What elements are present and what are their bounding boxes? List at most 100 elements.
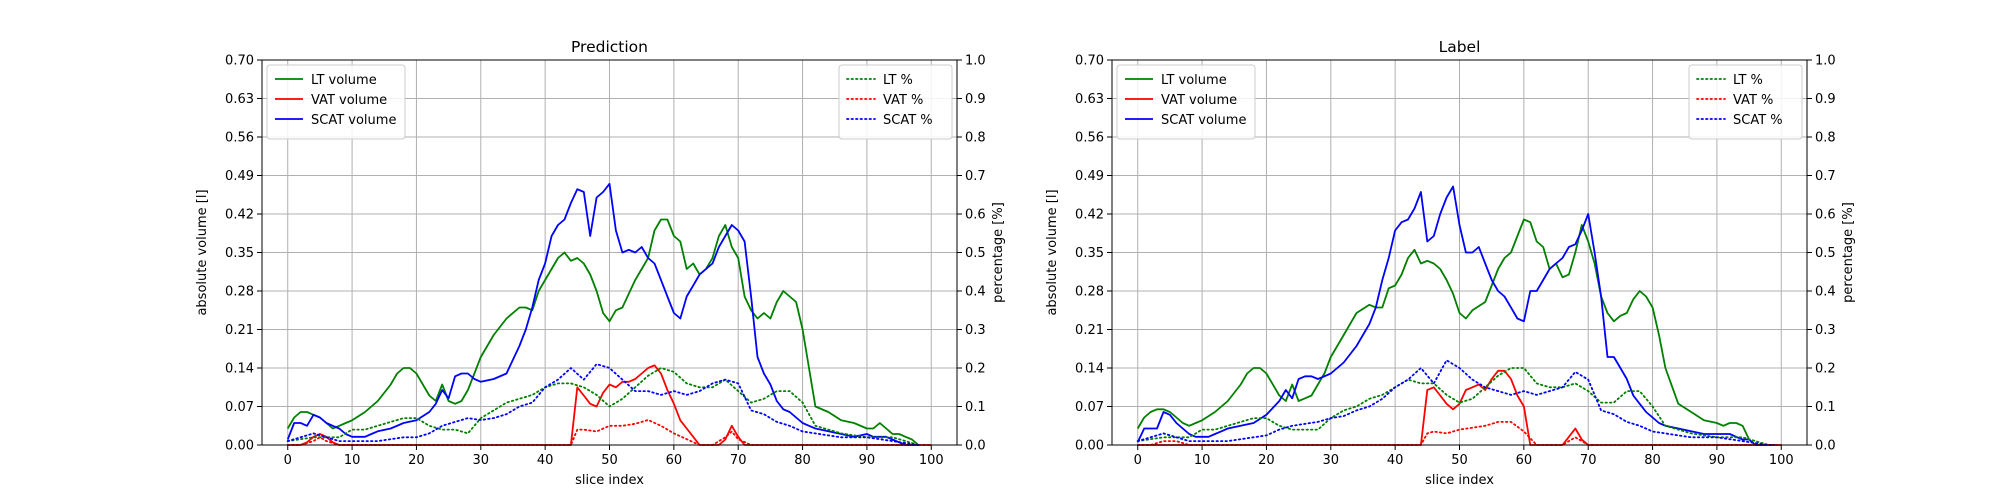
- x-tick-label: 70: [1580, 453, 1597, 468]
- series-line-lt-pct: [1136, 367, 1770, 446]
- y2-tick-label: 0.8: [1815, 131, 1836, 146]
- series-line-vat-pct: [1136, 420, 1783, 446]
- chart-title: Prediction: [571, 38, 648, 56]
- legend-volume: LT volume VAT volume SCAT volume: [266, 64, 406, 140]
- y2-tick-label: 0.0: [965, 439, 986, 454]
- legend-label: LT %: [1733, 73, 1763, 88]
- legend-label: LT %: [883, 73, 913, 88]
- legend-label: VAT %: [883, 93, 923, 108]
- legend-label: SCAT volume: [311, 113, 396, 128]
- y2-tick-label: 0.6: [1815, 208, 1836, 223]
- legend-label: VAT volume: [1161, 93, 1237, 108]
- legend-label: SCAT %: [1733, 113, 1783, 128]
- y2-tick-label: 0.1: [965, 400, 986, 415]
- y2-tick-label: 0.3: [1815, 323, 1836, 338]
- y-tick-label: 0.14: [1075, 362, 1104, 377]
- y-axis-label: absolute volume [l]: [195, 189, 210, 315]
- y-tick-label: 0.42: [1075, 208, 1104, 223]
- x-tick-label: 60: [1516, 453, 1533, 468]
- x-tick-label: 70: [730, 453, 747, 468]
- legend-percentage: LT % VAT % SCAT %: [1688, 64, 1803, 140]
- y-tick-label: 0.56: [225, 131, 254, 146]
- legend-label: LT volume: [311, 73, 377, 88]
- x-tick-label: 40: [537, 453, 554, 468]
- x-tick-label: 80: [1644, 453, 1661, 468]
- x-tick-label: 30: [1323, 453, 1340, 468]
- x-tick-label: 0: [1134, 453, 1142, 468]
- x-tick-label: 40: [1387, 453, 1404, 468]
- y-tick-label: 0.14: [225, 362, 254, 377]
- x-tick-label: 100: [1769, 453, 1794, 468]
- x-tick-label: 20: [1258, 453, 1275, 468]
- y-tick-label: 0.70: [225, 54, 254, 69]
- series-line-scat-pct: [1136, 359, 1770, 446]
- x-tick-label: 90: [859, 453, 876, 468]
- series-line-scat-volume: [286, 182, 919, 446]
- x-tick-label: 80: [794, 453, 811, 468]
- y-tick-label: 0.63: [1075, 92, 1104, 107]
- series-line-vat-pct: [286, 419, 933, 446]
- y-tick-label: 0.21: [1075, 323, 1104, 338]
- legend-box: [1116, 64, 1256, 140]
- y-tick-label: 0.63: [225, 92, 254, 107]
- x-tick-label: 20: [408, 453, 425, 468]
- y-tick-label: 0.56: [1075, 131, 1104, 146]
- y-tick-label: 0.35: [225, 246, 254, 261]
- x-tick-label: 30: [473, 453, 490, 468]
- y2-tick-label: 0.8: [965, 131, 986, 146]
- y2-tick-label: 0.5: [1815, 246, 1836, 261]
- legend-label: SCAT %: [883, 113, 933, 128]
- x-tick-label: 10: [1194, 453, 1211, 468]
- y2-tick-label: 0.4: [1815, 285, 1836, 300]
- y2-tick-label: 0.3: [965, 323, 986, 338]
- y2-tick-label: 1.0: [1815, 54, 1836, 69]
- y2-tick-label: 0.2: [1815, 362, 1836, 377]
- y-tick-label: 0.07: [1075, 400, 1104, 415]
- y2-axis-label: percentage [%]: [1841, 202, 1856, 303]
- y-tick-label: 0.28: [1075, 285, 1104, 300]
- y-tick-label: 0.28: [225, 285, 254, 300]
- y-tick-label: 0.07: [225, 400, 254, 415]
- legend-label: VAT %: [1733, 93, 1773, 108]
- series-line-lt-pct: [286, 367, 920, 446]
- x-tick-label: 60: [666, 453, 683, 468]
- y2-tick-label: 0.4: [965, 285, 986, 300]
- x-tick-label: 50: [601, 453, 618, 468]
- series-line-scat-pct: [286, 363, 920, 446]
- y2-tick-label: 1.0: [965, 54, 986, 69]
- legend-volume: LT volume VAT volume SCAT volume: [1116, 64, 1256, 140]
- y2-tick-label: 0.0: [1815, 439, 1836, 454]
- y2-tick-label: 0.7: [1815, 169, 1836, 184]
- y-tick-label: 0.49: [1075, 169, 1104, 184]
- y-tick-label: 0.42: [225, 208, 254, 223]
- x-tick-label: 100: [919, 453, 944, 468]
- y2-tick-label: 0.9: [965, 92, 986, 107]
- subplot-1: 0 10 20 30 40 50 60 70 80 90 100 0.00 0.07 0.14 0.21 0.…: [195, 38, 1006, 488]
- y2-tick-label: 0.5: [965, 246, 986, 261]
- x-axis-label: slice index: [1425, 473, 1494, 488]
- y2-tick-label: 0.1: [1815, 400, 1836, 415]
- x-tick-label: 50: [1451, 453, 1468, 468]
- y-tick-label: 0.21: [225, 323, 254, 338]
- y-tick-label: 0.00: [225, 439, 254, 454]
- legend-label: LT volume: [1161, 73, 1227, 88]
- legend-box: [838, 64, 953, 140]
- chart-title: Label: [1439, 38, 1481, 56]
- series-line-lt-volume: [286, 218, 919, 446]
- y2-tick-label: 0.2: [965, 362, 986, 377]
- y-tick-label: 0.49: [225, 169, 254, 184]
- y-tick-label: 0.35: [1075, 246, 1104, 261]
- y2-axis-label: percentage [%]: [991, 202, 1006, 303]
- legend-percentage: LT % VAT % SCAT %: [838, 64, 953, 140]
- y-tick-label: 0.70: [1075, 54, 1104, 69]
- y2-tick-label: 0.7: [965, 169, 986, 184]
- series-line-scat-volume: [1136, 185, 1775, 446]
- series-line-lt-volume: [1136, 218, 1750, 440]
- legend-label: SCAT volume: [1161, 113, 1246, 128]
- y-tick-label: 0.00: [1075, 439, 1104, 454]
- y2-tick-label: 0.6: [965, 208, 986, 223]
- y2-tick-label: 0.9: [1815, 92, 1836, 107]
- x-axis-label: slice index: [575, 473, 644, 488]
